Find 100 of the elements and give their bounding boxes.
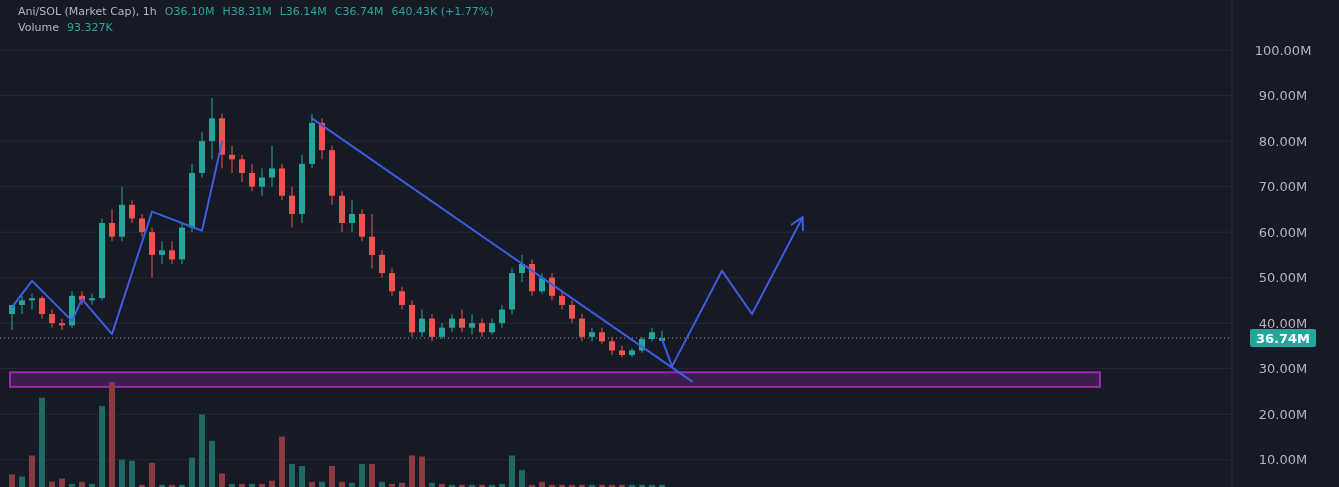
bar (49, 481, 55, 487)
y-tick-label: 60.00M (1258, 224, 1308, 240)
bar (509, 455, 515, 487)
bar (629, 484, 635, 487)
bar (599, 484, 605, 487)
bar (589, 484, 595, 487)
bar (279, 436, 285, 487)
candlestick (239, 154, 245, 183)
bar (349, 482, 355, 487)
bar (409, 455, 415, 487)
bar (289, 463, 295, 487)
bar (399, 482, 405, 487)
bar (579, 484, 585, 487)
chart-title: Volume (18, 21, 60, 34)
bar (449, 484, 455, 487)
bar (229, 483, 235, 487)
annotation: H38.31M (222, 5, 272, 18)
y-tick-label: 50.00M (1258, 270, 1308, 286)
bar (319, 481, 325, 487)
candlestick (109, 208, 115, 242)
annotation: L36.14M (279, 5, 327, 18)
y-tick-label: 70.00M (1258, 179, 1308, 195)
bar (149, 462, 155, 487)
ref-line-label: 36.74M (1255, 330, 1311, 346)
bar (89, 483, 95, 487)
bar (479, 484, 485, 487)
bar (619, 484, 625, 487)
bar (109, 382, 115, 487)
y-tick-label: 100.00M (1254, 42, 1312, 58)
candlestick (349, 199, 355, 233)
bar (99, 406, 105, 487)
bar (499, 483, 505, 487)
candlestick (289, 186, 295, 229)
y-tick-label: 20.00M (1258, 406, 1308, 422)
bar (219, 473, 225, 487)
bar (169, 484, 175, 487)
bar (609, 484, 615, 487)
bar (259, 483, 265, 487)
bar (179, 484, 185, 487)
candlestick (429, 313, 435, 342)
bar (569, 484, 575, 487)
bar (29, 455, 35, 487)
bar (519, 470, 525, 487)
candlestick (209, 97, 215, 160)
candlestick (479, 318, 485, 338)
bar (379, 481, 385, 487)
annotation: O36.10M (164, 5, 215, 18)
bar (59, 478, 65, 487)
candlestick (159, 240, 165, 265)
annotation: C36.74M (334, 5, 384, 18)
bar (459, 484, 465, 487)
bar (469, 484, 475, 487)
bar (529, 484, 535, 487)
bar (429, 482, 435, 487)
candlestick (139, 213, 145, 238)
candlestick (169, 240, 175, 265)
bar (209, 440, 215, 487)
candlestick (359, 208, 365, 242)
candlestick (499, 304, 505, 329)
candlestick (19, 295, 25, 315)
candlestick (469, 313, 475, 336)
candlestick (49, 309, 55, 329)
bar (559, 484, 565, 487)
candlestick (39, 295, 45, 320)
candlestick (559, 290, 565, 310)
bar (129, 460, 135, 487)
candlestick (379, 249, 385, 279)
y-tick-label: 90.00M (1258, 88, 1308, 104)
bar (359, 463, 365, 487)
candlestick (259, 167, 265, 197)
y-tick-label: 40.00M (1258, 315, 1308, 331)
bar (199, 414, 205, 487)
candlestick (419, 309, 425, 338)
bar (189, 457, 195, 487)
bar (39, 397, 45, 487)
bar (159, 484, 165, 487)
candlestick (619, 345, 625, 358)
candlestick (249, 163, 255, 192)
bar (299, 466, 305, 487)
bar (549, 484, 555, 487)
bar (389, 483, 395, 487)
bar (9, 474, 15, 487)
bar (649, 484, 655, 487)
bar (119, 459, 125, 487)
bar (419, 456, 425, 487)
bar (69, 483, 75, 487)
annotation: 93.327K (66, 21, 114, 34)
y-tick-label: 10.00M (1258, 452, 1308, 468)
bar (79, 481, 85, 487)
bar (329, 466, 335, 487)
bar (239, 483, 245, 487)
candlestick (589, 327, 595, 342)
candlestick (129, 199, 135, 224)
annotation: 640.43K (+1.77%) (391, 5, 494, 18)
candlestick (269, 145, 275, 188)
candlestick (579, 313, 585, 342)
bar (439, 483, 445, 487)
text: Ani/SOL (Market Cap), 1h (18, 5, 157, 18)
bar (19, 476, 25, 487)
candlestick (569, 299, 575, 324)
